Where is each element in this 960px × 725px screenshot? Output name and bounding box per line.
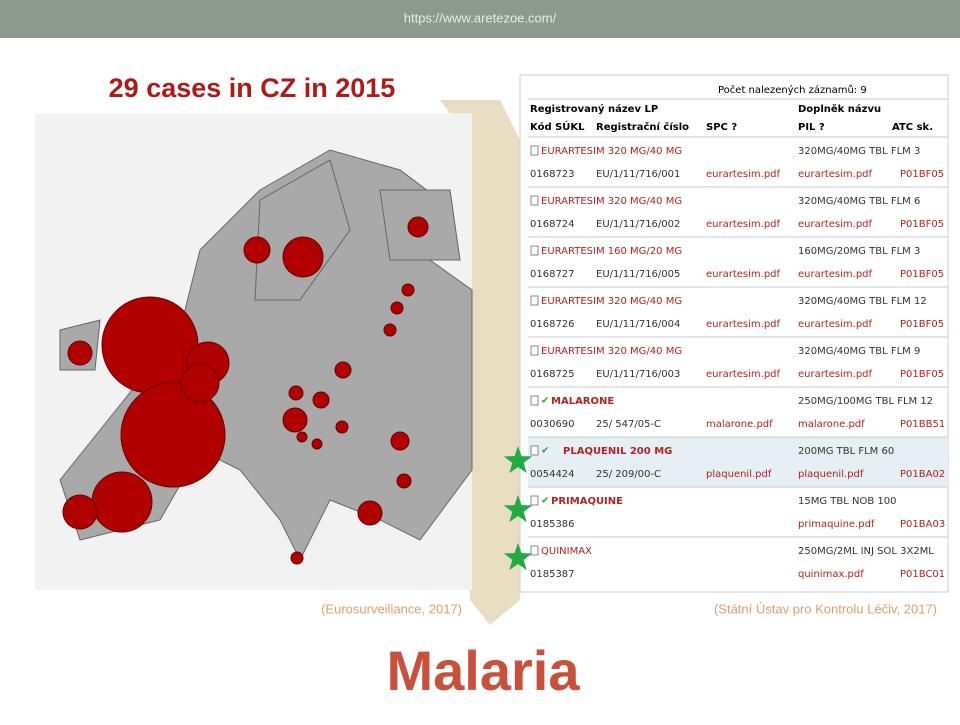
atc: P01BF05 (900, 169, 944, 180)
header: Doplněk názvu (798, 103, 881, 115)
supplement: 15MG TBL NOB 100 (798, 496, 896, 507)
atc: P01BF05 (900, 319, 944, 330)
star (503, 543, 533, 571)
reg-number: EU/1/11/716/003 (596, 369, 680, 380)
pil-link: primaquine.pdf (798, 519, 875, 530)
check: ✔ (541, 496, 549, 507)
pil-link: eurartesim.pdf (798, 319, 873, 330)
url: https://www.aretezoe.com/ (404, 10, 557, 25)
reg-number: 25/ 547/05-C (596, 419, 661, 430)
doc-icon (530, 445, 539, 456)
pil-link: eurartesim.pdf (798, 369, 873, 380)
star (503, 446, 533, 474)
check: ✔ (541, 396, 549, 407)
map-source: (Eurosurveillance, 2017) (321, 601, 462, 616)
supplement: 160MG/20MG TBL FLM 3 (798, 246, 920, 257)
supplement: 320MG/40MG TBL FLM 6 (798, 196, 920, 207)
drug-name: EURARTESIM 160 MG/20 MG (541, 246, 682, 257)
header: ATC sk. (892, 122, 933, 133)
pil-link: eurartesim.pdf (798, 169, 873, 180)
drug-name: EURARTESIM 320 MG/40 MG (541, 146, 682, 157)
check: ✔ (541, 446, 549, 457)
reg-number: EU/1/11/716/004 (596, 319, 680, 330)
pil-link: eurartesim.pdf (798, 219, 873, 230)
header: Registrační číslo (596, 121, 689, 133)
atc: P01BF05 (900, 269, 944, 280)
spc-link: eurartesim.pdf (706, 369, 781, 380)
supplement: 250MG/2ML INJ SOL 3X2ML (798, 546, 934, 557)
header: PIL ? (798, 122, 825, 133)
pil-link: plaquenil.pdf (798, 469, 864, 480)
map-title: 29 cases in CZ in 2015 (109, 73, 396, 103)
code: 0030690 (530, 419, 575, 430)
star (503, 495, 533, 523)
spc-link: eurartesim.pdf (706, 319, 781, 330)
row-highlight (528, 437, 948, 487)
drug-name: QUINIMAX (541, 546, 592, 557)
top-bar (0, 0, 960, 38)
count-label: Počet nalezených záznamů: 9 (718, 84, 867, 96)
supplement: 250MG/100MG TBL FLM 12 (798, 396, 933, 407)
code: 0168724 (530, 219, 575, 230)
doc-icon (530, 195, 539, 206)
pil-link: quinimax.pdf (798, 569, 864, 580)
doc-icon (530, 295, 539, 306)
code: 0168726 (530, 319, 575, 330)
code: 0168723 (530, 169, 575, 180)
atc: P01BC01 (900, 569, 945, 580)
code: 0185386 (530, 519, 575, 530)
drug-name: PRIMAQUINE (551, 496, 623, 507)
supplement: 320MG/40MG TBL FLM 9 (798, 346, 920, 357)
code: 0185387 (530, 569, 575, 580)
pil-link: eurartesim.pdf (798, 269, 873, 280)
doc-icon (530, 245, 539, 256)
pil-link: malarone.pdf (798, 419, 865, 430)
drug-name: MALARONE (551, 396, 614, 407)
table-source: (Státní Ústav pro Kontrolu Léčiv, 2017) (714, 601, 937, 616)
atc: P01BF05 (900, 369, 944, 380)
map (35, 113, 473, 590)
code: 0168727 (530, 269, 575, 280)
supplement: 320MG/40MG TBL FLM 3 (798, 146, 920, 157)
drug-name: EURARTESIM 320 MG/40 MG (541, 346, 682, 357)
drug-name: PLAQUENIL 200 MG (563, 446, 672, 457)
supplement: 200MG TBL FLM 60 (798, 446, 894, 457)
atc: P01BF05 (900, 219, 944, 230)
code: 0054424 (530, 469, 575, 480)
code: 0168725 (530, 369, 575, 380)
doc-icon (530, 145, 539, 156)
doc-icon (530, 495, 539, 506)
header: Kód SÚKL (530, 120, 585, 133)
atc: P01BA02 (900, 469, 945, 480)
spc-link: eurartesim.pdf (706, 169, 781, 180)
atc: P01BA03 (900, 519, 945, 530)
spc-link: eurartesim.pdf (706, 219, 781, 230)
table-panel (519, 74, 949, 593)
drug-name: EURARTESIM 320 MG/40 MG (541, 196, 682, 207)
header: Registrovaný název LP (530, 103, 658, 115)
slide-title: Malaria (387, 639, 581, 702)
doc-icon (530, 545, 539, 556)
reg-number: EU/1/11/716/001 (596, 169, 680, 180)
atc: P01BB51 (900, 419, 945, 430)
header: SPC ? (706, 122, 737, 133)
spc-link: plaquenil.pdf (706, 469, 772, 480)
doc-icon (530, 395, 539, 406)
backdrop (440, 100, 520, 625)
reg-number: 25/ 209/00-C (596, 469, 661, 480)
supplement: 320MG/40MG TBL FLM 12 (798, 296, 927, 307)
doc-icon (530, 345, 539, 356)
spc-link: malarone.pdf (706, 419, 773, 430)
drug-name: EURARTESIM 320 MG/40 MG (541, 296, 682, 307)
reg-number: EU/1/11/716/005 (596, 269, 680, 280)
spc-link: eurartesim.pdf (706, 269, 781, 280)
reg-number: EU/1/11/716/002 (596, 219, 680, 230)
